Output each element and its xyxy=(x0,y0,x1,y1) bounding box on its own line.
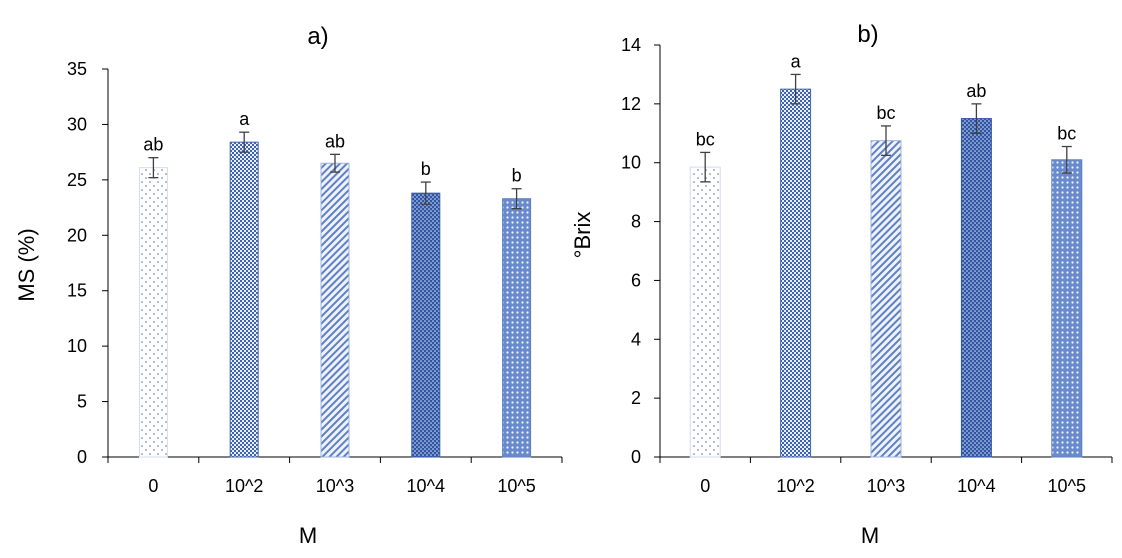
panel-b-x-tick-label: 10^5 xyxy=(1048,476,1086,496)
panel-a-x-tick-label: 0 xyxy=(148,476,158,496)
panel-b-sig-label-1: bc xyxy=(696,129,715,149)
panel-a-sig-label-5: b xyxy=(512,166,522,186)
panel-b-sig-label-4: ab xyxy=(966,81,986,101)
panel-b-y-tick-label: 12 xyxy=(621,94,641,114)
panel-a-bar-4 xyxy=(411,192,441,458)
panel-b-y-tick-label: 2 xyxy=(631,388,641,408)
panel-a-sig-label-2: a xyxy=(239,109,250,129)
panel-a-chart: a) MS (%) M 0 5 10 15 20 25 30 35 ab 0 a 10^2 ab 10^3… xyxy=(14,23,563,548)
panel-a-title: a) xyxy=(307,23,328,50)
panel-b-y-tick-label: 10 xyxy=(621,153,641,173)
panel-a-bar-3 xyxy=(320,162,350,458)
panel-a-y-tick-label: 10 xyxy=(67,336,87,356)
panel-a-y-tick-label: 35 xyxy=(67,59,87,79)
panel-a-bar-5 xyxy=(502,198,532,458)
panel-b-y-tick-label: 6 xyxy=(631,270,641,290)
panel-a-marks: 0 5 10 15 20 25 30 35 ab 0 a 10^2 ab 10^3 b 10^4 b 10^5 xyxy=(67,59,563,496)
panel-b-x-tick-label: 10^3 xyxy=(867,476,905,496)
panel-a-y-tick-label: 25 xyxy=(67,170,87,190)
panel-b-chart: b) °Brix M 0 2 4 6 8 10 12 14 bc 0 a 10^2 bc 10^3 ab 10… xyxy=(570,21,1113,548)
panel-b-bar-1 xyxy=(689,166,721,458)
panel-a-sig-label-4: b xyxy=(421,159,431,179)
panel-a-y-tick-label: 20 xyxy=(67,225,87,245)
panel-b-x-tick-label: 0 xyxy=(700,476,710,496)
panel-b-sig-label-2: a xyxy=(791,51,802,71)
panel-b-y-tick-label: 8 xyxy=(631,212,641,232)
panel-a-x-tick-label: 10^5 xyxy=(497,476,535,496)
panel-b-sig-label-5: bc xyxy=(1057,124,1076,144)
panel-b-x-tick-label: 10^4 xyxy=(957,476,995,496)
panel-b-marks: 0 2 4 6 8 10 12 14 bc 0 a 10^2 bc 10^3 ab 10^4 bc 10^5 xyxy=(621,35,1113,496)
panel-a-y-tick-label: 30 xyxy=(67,114,87,134)
panel-b-y-tick-label: 14 xyxy=(621,35,641,55)
panel-a-x-tick-label: 10^3 xyxy=(316,476,354,496)
panel-b-bar-5 xyxy=(1051,159,1083,458)
panel-b-y-tick-label: 4 xyxy=(631,329,641,349)
panel-a-bar-1 xyxy=(138,167,168,458)
panel-a-x-tick-label: 10^4 xyxy=(407,476,445,496)
panel-b-y-tick-label: 0 xyxy=(631,447,641,467)
panel-a-sig-label-1: ab xyxy=(143,135,163,155)
panel-b-y-axis-label: °Brix xyxy=(570,212,595,259)
panel-b-bar-3 xyxy=(870,140,902,458)
panel-b-x-axis-label: M xyxy=(861,523,879,548)
panel-a-y-axis-label: MS (%) xyxy=(14,228,39,301)
panel-a-y-tick-label: 15 xyxy=(67,281,87,301)
panel-a-sig-label-3: ab xyxy=(325,131,345,151)
panel-a-x-axis-label: M xyxy=(299,523,317,548)
panel-a-y-tick-label: 5 xyxy=(77,392,87,412)
panel-a-y-tick-label: 0 xyxy=(77,447,87,467)
panel-b-bar-2 xyxy=(780,88,812,458)
panel-a-x-tick-label: 10^2 xyxy=(225,476,263,496)
panel-b-x-tick-label: 10^2 xyxy=(776,476,814,496)
panel-a-bar-2 xyxy=(229,141,259,458)
panel-b-sig-label-3: bc xyxy=(876,103,895,123)
panel-b-bar-4 xyxy=(960,118,992,458)
panel-b-title: b) xyxy=(857,21,878,48)
